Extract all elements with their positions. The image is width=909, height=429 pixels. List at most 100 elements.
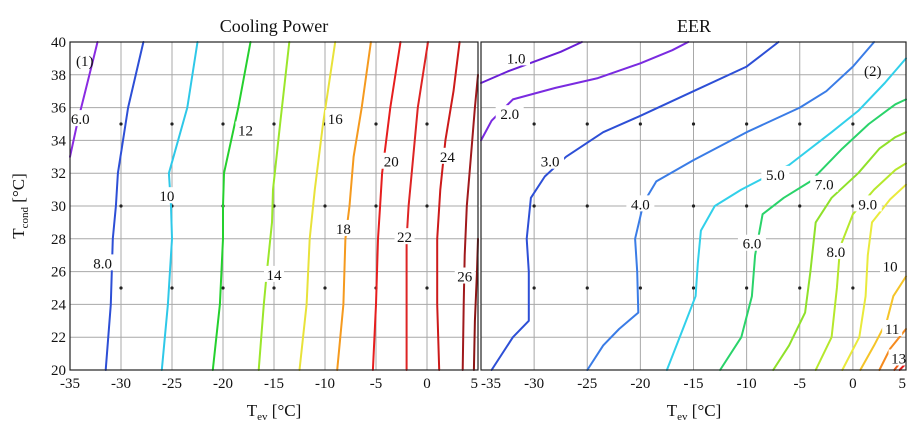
contour-label-bg bbox=[495, 105, 524, 122]
sample-point bbox=[798, 286, 802, 290]
contour-label-bg bbox=[761, 165, 790, 182]
x-axis-label-unit: [°C] bbox=[268, 401, 302, 420]
x-tick-label: -15 bbox=[684, 376, 704, 392]
contour-line-5 bbox=[665, 57, 907, 371]
contour-label-bg bbox=[882, 320, 903, 336]
y-tick-label: 38 bbox=[51, 68, 66, 84]
y-axis-label: Tcond [°C] bbox=[9, 173, 31, 239]
contour-line-22 bbox=[405, 41, 429, 371]
contour-label-bg bbox=[437, 147, 458, 164]
sample-point bbox=[221, 122, 225, 126]
sample-point bbox=[745, 122, 749, 126]
y-tick-label: 36 bbox=[51, 101, 67, 117]
contour-line-10 bbox=[160, 41, 199, 371]
sample-point bbox=[532, 204, 536, 208]
contour-label-bg bbox=[888, 349, 909, 366]
sample-point bbox=[425, 286, 429, 290]
contour-line-1 bbox=[480, 41, 583, 84]
y-tick-label: 34 bbox=[51, 133, 67, 149]
contour-label: 13 bbox=[891, 352, 906, 368]
contour-label: 6.0 bbox=[71, 112, 90, 128]
y-tick-label: 30 bbox=[51, 199, 66, 215]
contour-label: 22 bbox=[397, 230, 412, 246]
contours: 6.0 8.0 10 12 14 16 18 20 22 24 26 bbox=[66, 41, 479, 371]
sample-point bbox=[323, 286, 327, 290]
contour-label: 26 bbox=[457, 270, 473, 286]
sample-point bbox=[425, 204, 429, 208]
contour-label-bg bbox=[66, 110, 95, 127]
sample-point bbox=[851, 122, 855, 126]
sample-point bbox=[532, 286, 536, 290]
x-axis-label-unit: [°C] bbox=[688, 401, 722, 420]
plot-frame bbox=[480, 41, 907, 371]
contour-line-12 bbox=[211, 41, 252, 371]
sample-point bbox=[119, 122, 123, 126]
contour-line-8 bbox=[104, 41, 145, 371]
contour-line-26 bbox=[461, 73, 479, 371]
contour-label-bg bbox=[325, 110, 346, 127]
x-tick-label: -10 bbox=[315, 376, 335, 392]
contour-label-bg bbox=[626, 195, 655, 212]
contour-label: 4.0 bbox=[631, 197, 650, 213]
contour-line-6 bbox=[69, 41, 99, 158]
x-tick-label: 5 bbox=[899, 376, 907, 392]
contour-label: 24 bbox=[440, 150, 456, 166]
x-axis-label-main: T bbox=[667, 401, 678, 420]
sample-point bbox=[798, 204, 802, 208]
x-axis-label-main: T bbox=[247, 401, 258, 420]
x-axis-label-sub: ev bbox=[257, 411, 268, 423]
sample-point bbox=[221, 286, 225, 290]
contour-label: 5.0 bbox=[766, 168, 785, 184]
x-tick-label: -10 bbox=[737, 376, 757, 392]
contour-label-bg bbox=[88, 254, 117, 271]
y-tick-label: 40 bbox=[51, 35, 66, 51]
contour-label: 14 bbox=[267, 268, 283, 284]
chart-title: EER bbox=[677, 16, 711, 36]
contours: 1.0 2.0 3.0 4.0 5.0 6.0 7.0 8.0 9.0 10 11 13 bbox=[480, 41, 909, 371]
x-tick-label: -35 bbox=[481, 376, 501, 392]
contour-line-6 bbox=[719, 98, 907, 371]
x-tick-label: -5 bbox=[370, 376, 383, 392]
sample-point bbox=[851, 286, 855, 290]
y-tick-label: 32 bbox=[51, 166, 66, 182]
contour-line-2 bbox=[480, 41, 690, 142]
y-tick-label: 28 bbox=[51, 232, 66, 248]
contour-label: 3.0 bbox=[541, 155, 560, 171]
y-tick-label: 22 bbox=[51, 330, 66, 346]
sample-point bbox=[585, 122, 589, 126]
contour-label-bg bbox=[394, 228, 415, 245]
contour-label-bg bbox=[333, 219, 354, 236]
x-tick-label: 0 bbox=[849, 376, 857, 392]
sample-point bbox=[374, 122, 378, 126]
x-axis-label: Tev [°C] bbox=[247, 401, 302, 423]
contour-line-24 bbox=[436, 41, 461, 371]
x-tick-label: 5 bbox=[471, 376, 479, 392]
sample-point bbox=[745, 286, 749, 290]
x-tick-labels: -35 -30 -25 -20 -15 -10 -5 0 5 bbox=[481, 376, 906, 392]
sample-point bbox=[691, 122, 696, 126]
contour-label: 2.0 bbox=[500, 107, 519, 123]
sample-point bbox=[425, 122, 429, 126]
y-axis-label-unit: [°C] bbox=[9, 173, 28, 207]
contour-label: 20 bbox=[384, 155, 399, 171]
contour-line-8 bbox=[814, 162, 907, 371]
y-tick-label: 20 bbox=[51, 363, 66, 379]
y-axis-label-sub: cond bbox=[19, 206, 31, 228]
sample-point bbox=[119, 286, 123, 290]
contour-label-bg bbox=[264, 265, 284, 282]
sample-point bbox=[691, 204, 696, 208]
contour-label: 12 bbox=[238, 124, 253, 140]
y-tick-labels: 20 22 24 26 28 30 32 34 36 38 40 bbox=[51, 35, 67, 379]
contour-line-4 bbox=[586, 41, 876, 371]
chart-title: Cooling Power bbox=[220, 16, 329, 36]
contour-label: 9.0 bbox=[858, 197, 877, 213]
sample-point bbox=[170, 286, 174, 290]
sample-point bbox=[851, 204, 855, 208]
contour-label: 8.0 bbox=[93, 256, 112, 272]
x-tick-labels: -35 -30 -25 -20 -15 -10 -5 0 5 bbox=[60, 376, 478, 392]
contour-label-bg bbox=[880, 257, 901, 274]
sample-point bbox=[374, 204, 378, 208]
y-tick-label: 24 bbox=[51, 297, 67, 313]
